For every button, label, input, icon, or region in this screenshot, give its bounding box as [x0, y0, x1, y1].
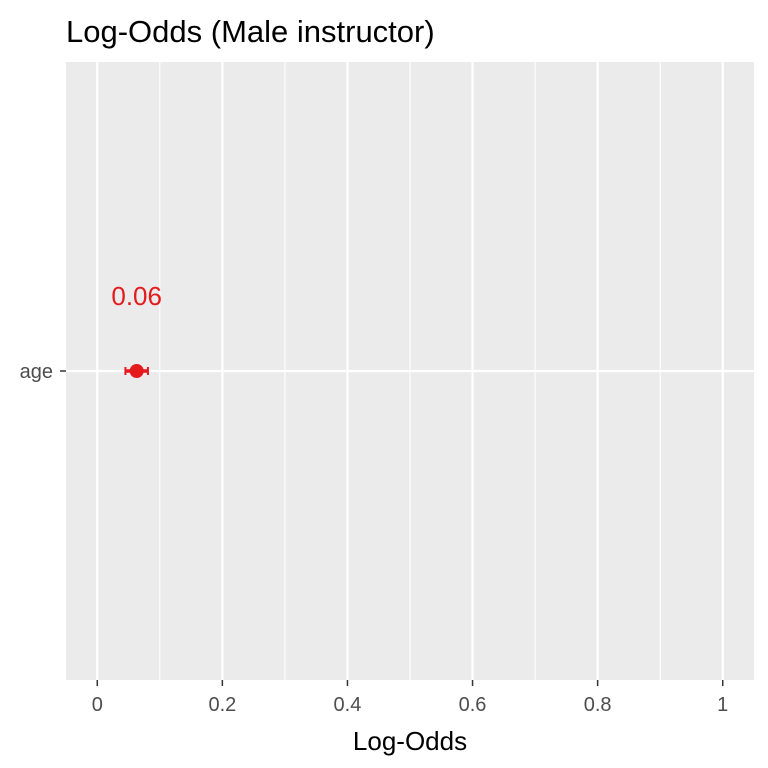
y-axis: age	[20, 361, 66, 383]
x-tick-label: 0.6	[459, 694, 487, 716]
chart-title: Log-Odds (Male instructor)	[66, 14, 435, 49]
x-tick-label: 0.2	[208, 694, 236, 716]
x-tick-label: 0.8	[584, 694, 612, 716]
x-tick-label: 0	[92, 694, 103, 716]
x-axis: 0 0.2 0.4 0.6 0.8 1	[92, 680, 728, 716]
x-tick-label: 0.4	[334, 694, 362, 716]
y-tick-label: age	[20, 361, 53, 383]
x-axis-title: Log-Odds	[353, 726, 467, 756]
data-marks: 0.06	[111, 281, 162, 378]
data-point	[129, 364, 144, 378]
x-tick-label: 1	[717, 694, 728, 716]
major-gridlines	[66, 62, 754, 680]
data-label: 0.06	[111, 281, 162, 311]
